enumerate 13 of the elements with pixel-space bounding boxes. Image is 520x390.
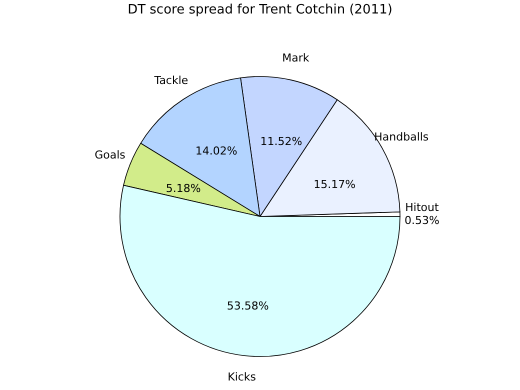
data-label: 0.53% [404, 214, 440, 227]
data-label: 5.18% [166, 182, 201, 196]
data-label: 15.17% [314, 178, 356, 191]
slice-label: Hitout [405, 200, 440, 214]
slice-label: Handballs [374, 130, 429, 144]
slice-label: Goals [94, 148, 126, 162]
chart-title: DT score spread for Trent Cotchin (2011) [128, 2, 392, 18]
slice-label: Kicks [228, 370, 256, 384]
data-label: 53.58% [226, 300, 269, 313]
data-label: 14.02% [195, 144, 238, 158]
slice-label: Mark [282, 51, 310, 64]
data-label: 11.52% [260, 135, 302, 148]
slice-label: Tackle [153, 74, 188, 87]
